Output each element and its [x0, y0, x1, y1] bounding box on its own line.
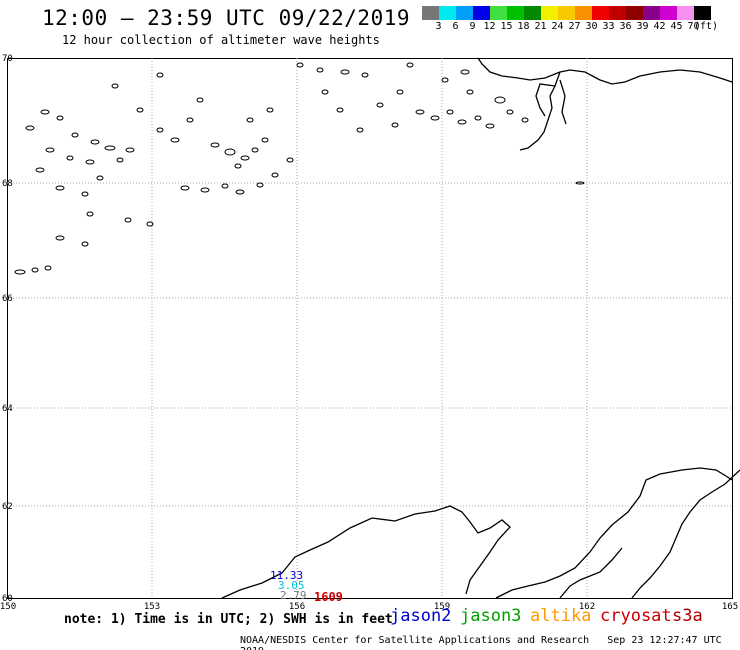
- sat-cryosat: cryosat: [600, 606, 672, 626]
- legend-swatch: [626, 6, 643, 20]
- swh-value-jason3: 3.05: [278, 579, 305, 592]
- swh-value-jason2: 11.33: [270, 569, 304, 582]
- sat-altika: altika: [530, 606, 592, 626]
- lon-label: 150: [0, 602, 16, 612]
- graticule: [7, 58, 732, 598]
- southern-coastline: [221, 467, 740, 599]
- lat-label: 66: [2, 294, 13, 304]
- legend-swatch: [575, 6, 592, 20]
- legend-label: 21: [534, 21, 547, 32]
- swh-value-gray: 2.79: [280, 589, 307, 602]
- legend-label: 15: [500, 21, 513, 32]
- northern-coastline: [477, 57, 733, 151]
- lon-label: 153: [144, 602, 160, 612]
- legend-swatch: [592, 6, 609, 20]
- legend-label: 45: [670, 21, 683, 32]
- map-title: 12:00 – 23:59 UTC 09/22/2019: [42, 6, 411, 30]
- color-legend: [422, 6, 711, 20]
- note-text: note: 1) Time is in UTC; 2) SWH is in fe…: [64, 612, 393, 627]
- lat-label: 62: [2, 502, 13, 512]
- legend-label: 24: [551, 21, 564, 32]
- legend-swatch: [660, 6, 677, 20]
- legend-swatch: [422, 6, 439, 20]
- legend-swatch: [558, 6, 575, 20]
- map-frame: [7, 58, 733, 599]
- timestamp: Sep 23 12:27:47 UTC 2019: [240, 635, 722, 650]
- legend-label: 39: [636, 21, 649, 32]
- lon-label: 165: [722, 602, 738, 612]
- longitude-labels: 150 153 156 159 162 165: [0, 602, 738, 612]
- sat-jason3: jason3: [460, 606, 522, 626]
- lat-label: 64: [2, 404, 13, 414]
- lon-label: 159: [434, 602, 450, 612]
- sat-s3a: s3a: [672, 606, 703, 626]
- legend-swatch: [439, 6, 456, 20]
- legend-label: 70: [687, 21, 700, 32]
- sea-ice-features: [14, 62, 585, 275]
- credit-text: NOAA/NESDIS Center for Satellite Applica…: [240, 635, 590, 646]
- sat-jason2: jason2: [390, 606, 452, 626]
- legend-swatch: [507, 6, 524, 20]
- legend-swatch: [524, 6, 541, 20]
- legend-swatch: [473, 6, 490, 20]
- legend-label: 30: [585, 21, 598, 32]
- legend-label: 33: [602, 21, 615, 32]
- credit-line: NOAA/NESDIS Center for Satellite Applica…: [240, 635, 740, 650]
- legend-label: 42: [653, 21, 666, 32]
- lon-label: 162: [579, 602, 595, 612]
- legend-swatch: [643, 6, 660, 20]
- lat-label: 70: [2, 54, 13, 64]
- lat-label: 68: [2, 179, 13, 189]
- legend-swatch: [541, 6, 558, 20]
- legend-label: 12: [483, 21, 496, 32]
- legend-label: 18: [517, 21, 530, 32]
- legend-label: 6: [452, 21, 459, 32]
- legend-label: 36: [619, 21, 632, 32]
- latitude-labels: 70 68 66 64 62 60: [2, 54, 13, 604]
- legend-swatch: [456, 6, 473, 20]
- legend-swatch: [609, 6, 626, 20]
- legend-swatch: [490, 6, 507, 20]
- legend-label: 3: [435, 21, 442, 32]
- legend-label: 9: [469, 21, 476, 32]
- lon-label: 156: [289, 602, 305, 612]
- map-subtitle: 12 hour collection of altimeter wave hei…: [62, 33, 380, 47]
- legend-label: (ft): [694, 21, 719, 32]
- legend-swatch: [677, 6, 694, 20]
- pass-time: 1609: [314, 590, 343, 604]
- legend-swatch: [694, 6, 711, 20]
- legend-label: 27: [568, 21, 581, 32]
- lat-label: 60: [2, 594, 13, 604]
